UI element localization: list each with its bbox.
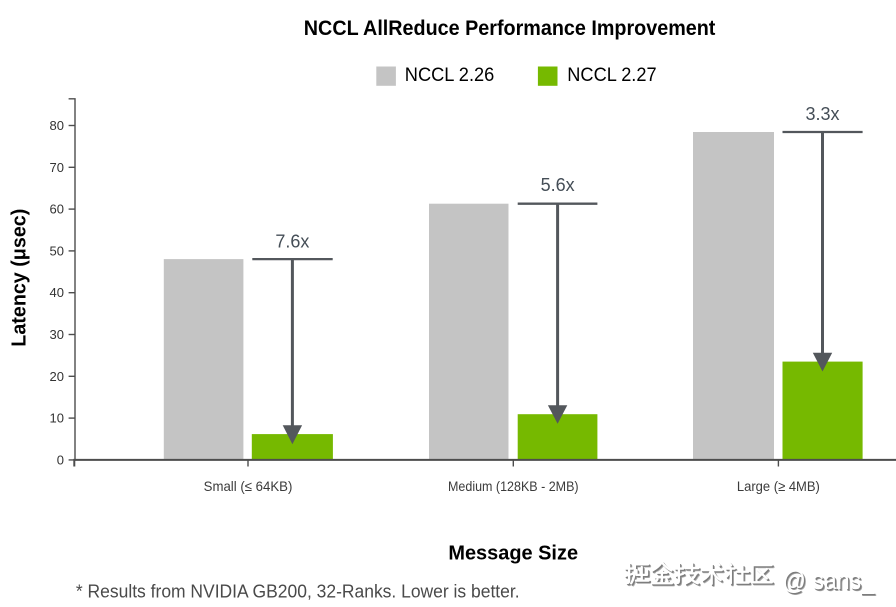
svg-text:50: 50 <box>50 243 64 258</box>
svg-text:10: 10 <box>50 411 64 426</box>
svg-text:0: 0 <box>57 452 64 467</box>
svg-text:NCCL AllReduce Performance Imp: NCCL AllReduce Performance Improvement <box>304 17 716 40</box>
svg-text:Large (≥ 4MB): Large (≥ 4MB) <box>737 478 820 494</box>
svg-text:30: 30 <box>50 327 64 342</box>
svg-text:* Results from NVIDIA GB200, 3: * Results from NVIDIA GB200, 32-Ranks. L… <box>76 581 520 601</box>
svg-text:@ sans_: @ sans_ <box>784 566 876 596</box>
svg-text:80: 80 <box>50 118 64 133</box>
svg-text:7.6x: 7.6x <box>275 231 309 251</box>
svg-text:5.6x: 5.6x <box>541 175 575 195</box>
svg-text:20: 20 <box>50 369 64 384</box>
svg-text:NCCL 2.27: NCCL 2.27 <box>567 65 656 86</box>
svg-text:@ sans_: @ sans_ <box>783 565 875 595</box>
svg-text:60: 60 <box>50 202 64 217</box>
svg-text:70: 70 <box>50 160 64 175</box>
svg-text:@ sans_: @ sans_ <box>785 567 877 597</box>
svg-text:Medium (128KB - 2MB): Medium (128KB - 2MB) <box>448 478 579 494</box>
svg-text:NCCL 2.26: NCCL 2.26 <box>405 65 495 86</box>
svg-text:Small (≤ 64KB): Small (≤ 64KB) <box>204 478 293 494</box>
svg-text:Message Size: Message Size <box>448 543 578 565</box>
svg-text:40: 40 <box>50 285 64 300</box>
svg-text:Latency (μsec): Latency (μsec) <box>8 209 30 347</box>
svg-text:3.3x: 3.3x <box>805 104 839 124</box>
